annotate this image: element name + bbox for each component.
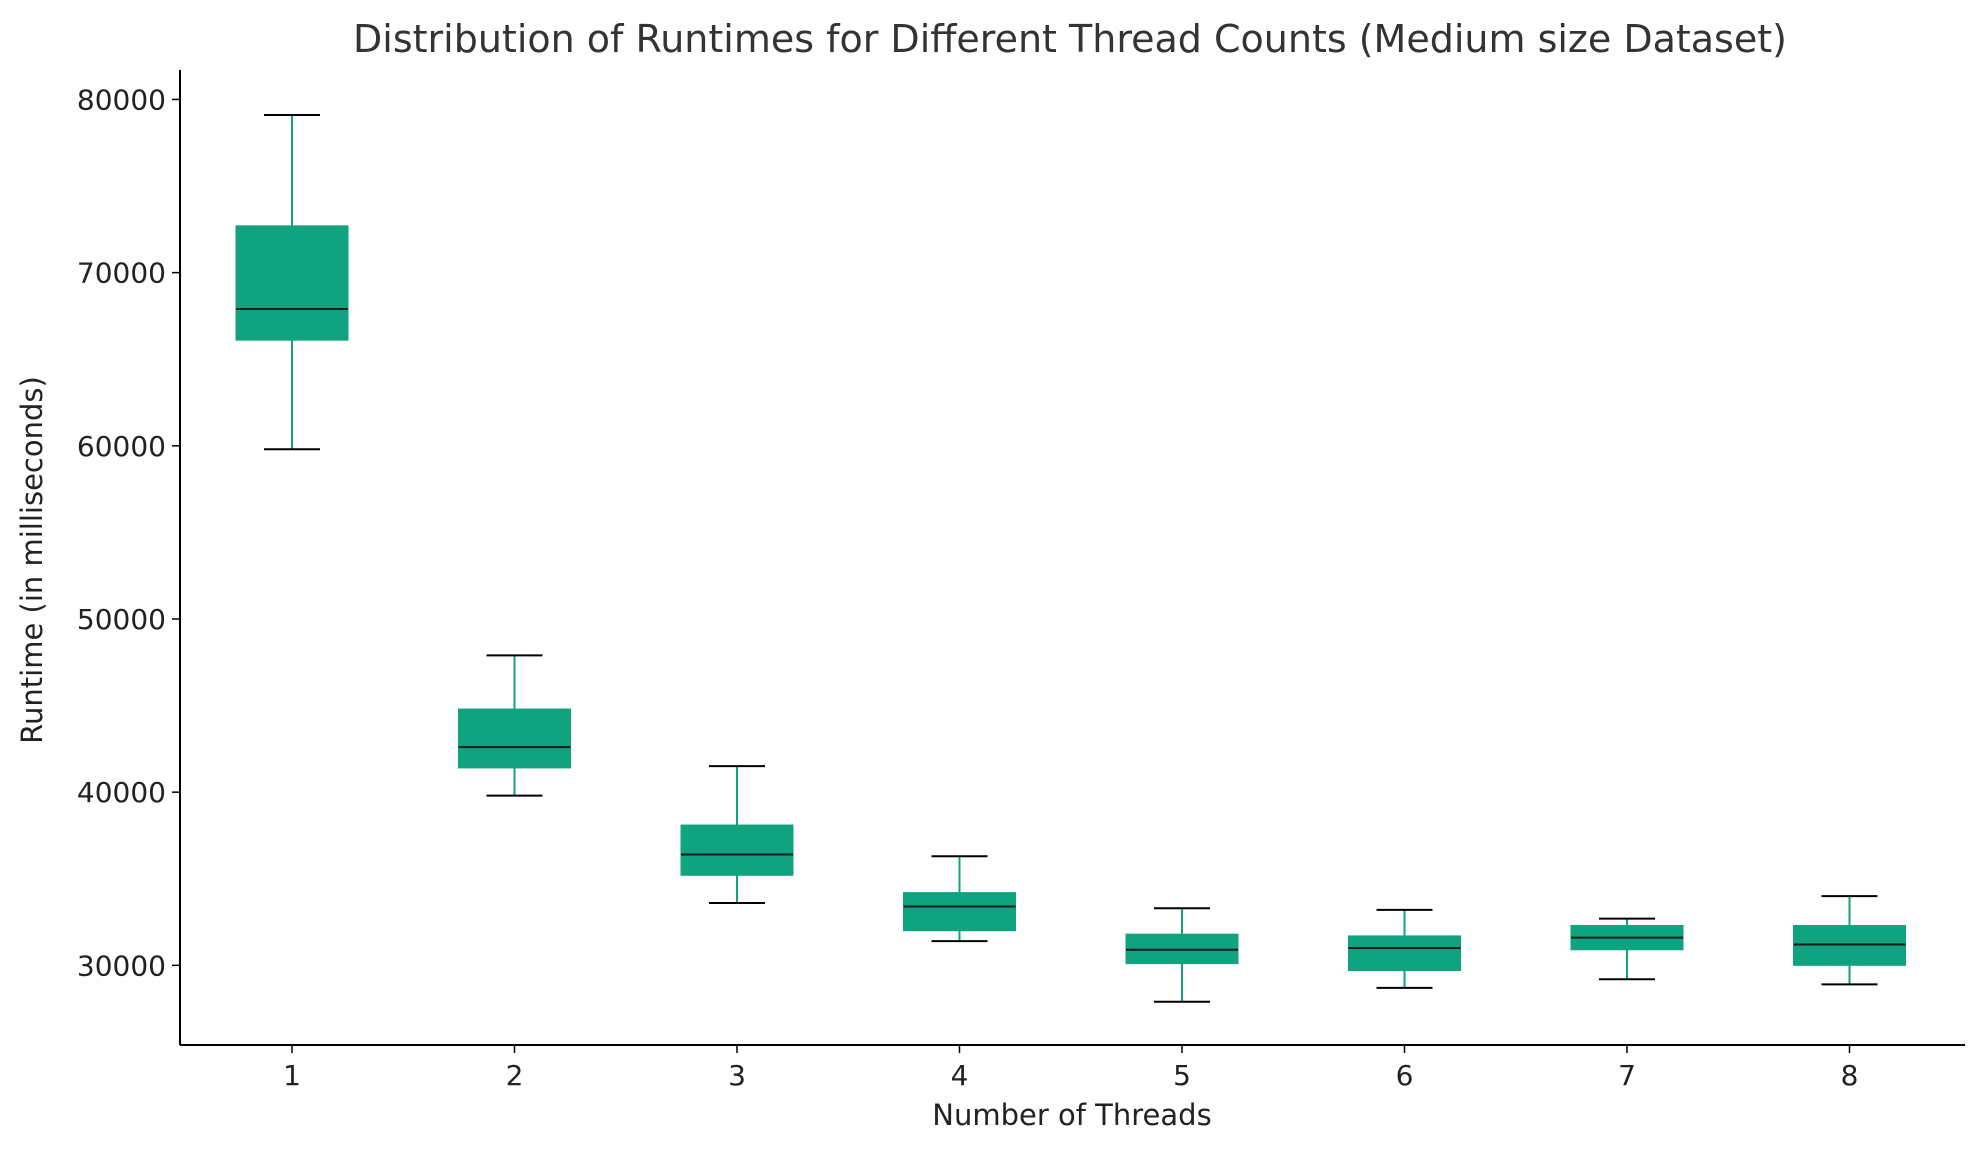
x-tick-label: 8 <box>1841 1059 1859 1092</box>
x-tick-label: 7 <box>1618 1059 1636 1092</box>
chart-title: Distribution of Runtimes for Different T… <box>353 17 1787 61</box>
y-tick-label: 80000 <box>77 83 166 116</box>
x-tick-label: 1 <box>283 1059 301 1092</box>
box-6 <box>1348 935 1461 972</box>
y-tick-label: 50000 <box>77 603 166 636</box>
x-tick-label: 5 <box>1173 1059 1191 1092</box>
box-2 <box>458 708 571 769</box>
box-4 <box>903 892 1016 932</box>
x-axis-label: Number of Threads <box>932 1098 1211 1132</box>
x-tick-label: 6 <box>1396 1059 1414 1092</box>
x-tick-label: 4 <box>951 1059 969 1092</box>
y-tick-label: 60000 <box>77 430 166 463</box>
x-tick-label: 3 <box>728 1059 746 1092</box>
x-tick-label: 2 <box>506 1059 524 1092</box>
box-1 <box>235 225 349 341</box>
y-tick-label: 30000 <box>77 949 166 982</box>
y-tick-label: 70000 <box>77 257 166 290</box>
box-3 <box>680 824 794 876</box>
plot-area: 30000 40000 50000 60000 70000 80000 1 2 3 4 5 6 7 8 <box>77 70 1965 1092</box>
y-tick-label: 40000 <box>77 776 166 809</box>
y-axis-label: Runtime (in milliseconds) <box>15 376 49 744</box>
